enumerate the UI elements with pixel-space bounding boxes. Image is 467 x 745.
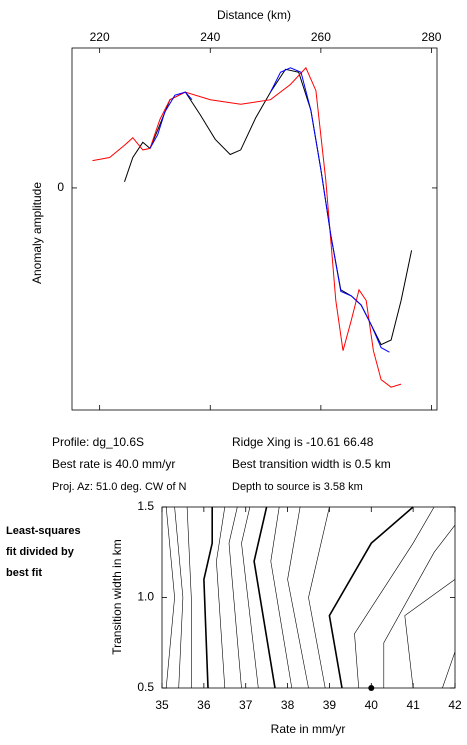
- contour-line: [328, 506, 414, 689]
- info-text: Depth to source is 3.58 km: [232, 481, 363, 493]
- contour-line: [228, 506, 242, 689]
- plot-frame: [71, 47, 438, 411]
- contour-line: [216, 506, 226, 689]
- x-tick-label: 40: [365, 698, 379, 712]
- info-text: Ridge Xing is -10.61 66.48: [232, 435, 374, 449]
- y-axis-title: Transition width in km: [110, 539, 124, 655]
- x-axis-title: Distance (km): [217, 8, 291, 22]
- contour-line: [354, 506, 435, 689]
- contour-line: [308, 506, 330, 689]
- data-line: [149, 67, 390, 353]
- note: Least-squares: [6, 525, 81, 537]
- contour-line: [186, 506, 192, 688]
- x-tick-label: 42: [448, 698, 462, 712]
- note: best fit: [6, 567, 42, 579]
- data-line: [92, 66, 402, 388]
- info-text: Best transition width is 0.5 km: [232, 457, 391, 471]
- contour-line: [203, 507, 213, 689]
- x-tick-label: 260: [311, 30, 331, 44]
- note: fit divided by: [6, 546, 75, 558]
- y-tick-label: 1.5: [137, 499, 154, 513]
- contour-line: [270, 506, 293, 689]
- x-tick-label: 240: [200, 30, 220, 44]
- best-fit-point: [368, 685, 375, 691]
- contour-line: [404, 579, 456, 689]
- y-tick-label: 0.5: [137, 680, 154, 694]
- x-tick-label: 35: [155, 698, 169, 712]
- contour-line: [253, 506, 276, 689]
- x-axis-title: Rate in mm/yr: [271, 722, 346, 736]
- data-line: [124, 68, 413, 346]
- x-tick-label: 36: [197, 698, 211, 712]
- info-text: Profile: dg_10.6S: [52, 435, 144, 449]
- contour-line: [383, 524, 456, 688]
- y-tick-label: 1.0: [137, 590, 154, 604]
- info-text: Proj. Az: 51.0 deg. CW of N: [52, 481, 187, 493]
- x-tick-label: 39: [323, 698, 337, 712]
- y-axis-title: Anomaly amplitude: [30, 182, 44, 284]
- x-tick-label: 220: [90, 30, 110, 44]
- x-tick-label: 280: [421, 30, 441, 44]
- contour-line: [174, 506, 184, 689]
- y-tick-label: 0: [57, 180, 64, 194]
- x-tick-label: 41: [406, 698, 420, 712]
- x-tick-label: 37: [239, 698, 253, 712]
- contour-line: [165, 506, 175, 689]
- contour-line: [241, 506, 259, 689]
- x-tick-label: 38: [281, 698, 295, 712]
- contour-line: [442, 651, 456, 689]
- contour-line: [287, 506, 309, 689]
- info-text: Best rate is 40.0 mm/yr: [52, 457, 175, 471]
